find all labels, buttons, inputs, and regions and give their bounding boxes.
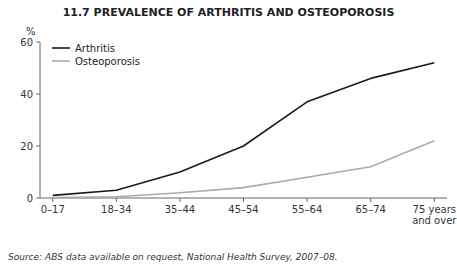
x-tick-label-line: 45–54 <box>228 204 258 215</box>
legend-swatch <box>52 47 70 49</box>
x-tick <box>434 198 435 202</box>
y-label: % <box>26 26 36 37</box>
x-tick-label: 45–54 <box>228 204 258 215</box>
y-tick-label: 60 <box>20 37 33 48</box>
title: 11.7 PREVALENCE OF ARTHRITIS AND OSTEOPO… <box>63 6 395 19</box>
legend-label: Osteoporosis <box>75 56 140 67</box>
plot-area <box>53 63 435 198</box>
legend-label: Arthritis <box>75 43 115 54</box>
x-tick <box>370 198 371 202</box>
y-tick <box>36 146 40 147</box>
x-tick-label-line: 35–44 <box>165 204 195 215</box>
chart: 11.7 PREVALENCE OF ARTHRITIS AND OSTEOPO… <box>0 0 457 266</box>
y-tick <box>36 42 40 43</box>
source: Source: ABS data available on request, N… <box>8 252 338 262</box>
legend: Arthritis Osteoporosis <box>52 43 140 67</box>
x-tick-label: 18–34 <box>101 204 131 215</box>
background <box>0 0 457 266</box>
x-tick-label-line: 55–64 <box>292 204 322 215</box>
y-tick-label: 40 <box>20 89 33 100</box>
x-tick-label: 55–64 <box>292 204 322 215</box>
x-tick-label: 35–44 <box>165 204 195 215</box>
series-line <box>53 141 435 198</box>
x-tick-label-line: 75 years <box>413 204 456 215</box>
legend-swatch <box>52 60 70 62</box>
y-axis <box>40 42 41 198</box>
x-tick <box>307 198 308 202</box>
x-tick <box>243 198 244 202</box>
y-tick <box>36 198 40 199</box>
y-tick <box>36 94 40 95</box>
x-tick-label: 0–17 <box>41 204 65 215</box>
x-tick-label: 65–74 <box>355 204 385 215</box>
series-line <box>53 63 435 196</box>
y-tick-label: 0 <box>27 193 33 204</box>
x-tick-label: 75 yearsand over <box>412 204 457 226</box>
x-tick-label-line: 65–74 <box>355 204 385 215</box>
x-tick <box>116 198 117 202</box>
x-tick-label-line: 18–34 <box>101 204 131 215</box>
x-tick <box>179 198 180 202</box>
x-tick-label-line: 0–17 <box>41 204 65 215</box>
x-tick-label-line: and over <box>412 215 457 226</box>
y-tick-label: 20 <box>20 141 33 152</box>
x-tick <box>52 198 53 202</box>
